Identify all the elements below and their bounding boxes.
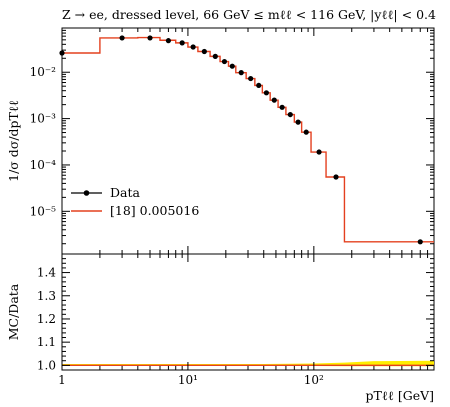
data-point bbox=[221, 58, 228, 65]
ratio-y-axis-label: MC/Data bbox=[6, 283, 21, 340]
data-point bbox=[303, 129, 309, 135]
legend-data-label: Data bbox=[110, 185, 140, 200]
data-point bbox=[316, 149, 322, 155]
y-tick-label: 10⁻⁴ bbox=[30, 158, 57, 172]
data-point bbox=[263, 90, 270, 96]
y-tick-label: 10⁻⁵ bbox=[30, 204, 57, 218]
y-tick-label: 10⁻³ bbox=[30, 112, 57, 126]
data-point bbox=[256, 82, 262, 89]
ratio-y-tick-label: 1.3 bbox=[37, 289, 56, 303]
data-point bbox=[229, 63, 235, 69]
prediction-step-line bbox=[62, 36, 434, 243]
data-point bbox=[179, 40, 185, 46]
data-point bbox=[190, 44, 196, 50]
data-points-layer bbox=[59, 35, 423, 245]
plot-title: Z → ee, dressed level, 66 GeV ≤ mℓℓ < 11… bbox=[62, 7, 436, 22]
ratio-y-tick-label: 1.1 bbox=[37, 335, 56, 349]
x-tick-label: 10² bbox=[304, 373, 324, 387]
legend-data-marker bbox=[83, 190, 90, 196]
data-point bbox=[271, 97, 277, 103]
legend: Data [18] 0.005016 bbox=[71, 185, 199, 218]
data-point bbox=[201, 48, 207, 55]
data-point bbox=[165, 38, 172, 44]
data-point bbox=[212, 53, 218, 59]
main-y-axis-label: 1/σ dσ/dpTℓℓ bbox=[6, 100, 21, 182]
data-point bbox=[248, 75, 254, 82]
ratio-y-ticks: 1.0 1.1 1.2 1.3 1.4 bbox=[37, 253, 434, 372]
ratio-panel-frame bbox=[61, 253, 435, 371]
y-tick-label: 10⁻² bbox=[30, 65, 57, 79]
main-x-ticks bbox=[61, 28, 435, 254]
data-point bbox=[417, 239, 423, 245]
data-point bbox=[147, 35, 153, 41]
ratio-y-tick-label: 1.2 bbox=[37, 312, 56, 326]
legend-entry-data: Data bbox=[71, 185, 140, 200]
x-axis-label: pTℓℓ [GeV] bbox=[366, 388, 434, 403]
data-point bbox=[279, 104, 285, 110]
main-panel-frame bbox=[61, 27, 435, 255]
ratio-x-ticks: 1 10¹ 10² bbox=[58, 254, 435, 387]
ratio-y-tick-label: 1.4 bbox=[37, 266, 56, 280]
data-point bbox=[119, 35, 125, 41]
x-tick-label: 10¹ bbox=[178, 373, 198, 387]
main-panel: 10⁻² 10⁻³ 10⁻⁴ 10⁻⁵ 1/σ dσ/dpTℓℓ bbox=[6, 27, 435, 255]
data-point bbox=[59, 50, 65, 56]
main-y-ticks: 10⁻² 10⁻³ 10⁻⁴ 10⁻⁵ bbox=[30, 27, 434, 245]
ratio-panel: 1 10¹ 10² 1.0 1.1 1.2 1.3 1.4 MC/Data pTℓℓ [Ge… bbox=[6, 253, 435, 403]
main-series-layer bbox=[62, 36, 434, 243]
data-point bbox=[295, 119, 301, 125]
legend-entry-prediction: [18] 0.005016 bbox=[71, 203, 199, 218]
data-point bbox=[333, 174, 339, 180]
ratio-y-tick-label: 1.0 bbox=[37, 358, 56, 372]
legend-prediction-label: [18] 0.005016 bbox=[110, 203, 199, 218]
x-tick-label: 1 bbox=[58, 373, 66, 387]
data-point bbox=[287, 111, 293, 118]
data-point bbox=[238, 70, 244, 76]
